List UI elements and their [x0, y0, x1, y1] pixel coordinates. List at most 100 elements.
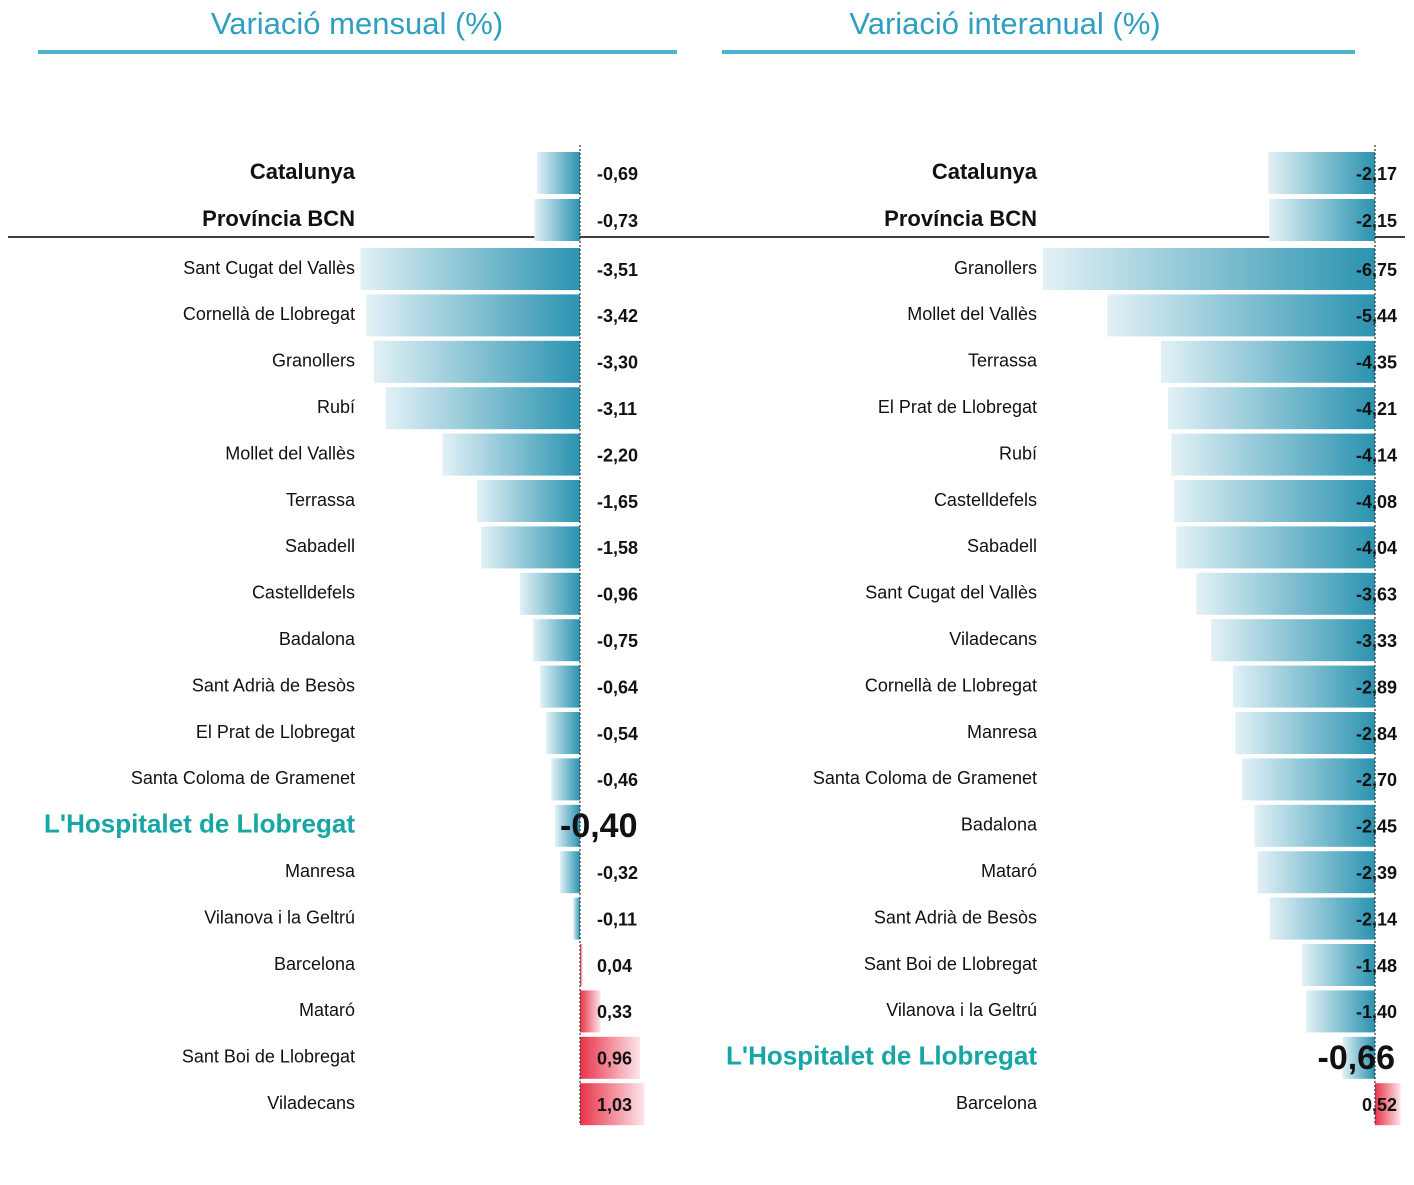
category-label: Barcelona: [956, 1093, 1038, 1113]
category-label: Mollet del Vallès: [907, 304, 1037, 324]
category-label: Sant Adrià de Besòs: [874, 907, 1037, 927]
category-label: Cornellà de Llobregat: [183, 304, 355, 324]
value-label: -0,66: [1318, 1039, 1396, 1077]
bar: [1269, 199, 1375, 241]
value-label: -2,70: [1356, 770, 1397, 790]
bar: [551, 758, 580, 801]
value-label: 1,03: [597, 1095, 632, 1115]
value-label: -3,33: [1356, 631, 1397, 651]
bar: [481, 526, 580, 569]
bar: [1176, 526, 1375, 569]
value-label: -1,65: [597, 492, 638, 512]
bar: [580, 1036, 640, 1079]
category-label: Catalunya: [250, 159, 356, 184]
value-label: -2,45: [1356, 817, 1397, 837]
bar: [580, 990, 601, 1033]
bar: [1196, 572, 1375, 615]
bar: [1235, 712, 1375, 754]
bar: [1107, 294, 1375, 337]
value-label: -1,48: [1356, 956, 1397, 976]
bar: [360, 248, 580, 290]
bar: [533, 619, 580, 662]
category-label: Vilanova i la Geltrú: [886, 1000, 1037, 1020]
value-label: -0,69: [597, 164, 638, 184]
category-label: Granollers: [954, 258, 1037, 278]
bar: [1242, 758, 1375, 801]
bar: [442, 433, 580, 476]
category-label: Rubí: [317, 397, 355, 417]
value-label: 0,33: [597, 1002, 632, 1022]
category-label: Badalona: [961, 815, 1038, 835]
category-label: Sant Boi de Llobregat: [182, 1047, 355, 1067]
value-label: -0,75: [597, 631, 638, 651]
bar: [540, 665, 580, 708]
value-label: -0,54: [597, 724, 638, 744]
value-label: -6,75: [1356, 260, 1397, 280]
value-label: -2,15: [1356, 211, 1397, 231]
bar: [1211, 619, 1375, 662]
bar: [476, 480, 580, 522]
value-label: -2,39: [1356, 863, 1397, 883]
bar: [1254, 804, 1375, 847]
bar: [1268, 152, 1375, 194]
category-label: Mollet del Vallès: [225, 443, 355, 463]
bar: [366, 294, 580, 337]
bar: [1171, 433, 1375, 476]
panel-title: Variació interanual (%): [849, 6, 1160, 41]
bar: [1302, 944, 1375, 986]
value-label: -0,40: [560, 807, 638, 845]
value-label: -5,44: [1356, 306, 1397, 326]
bar: [546, 712, 580, 754]
category-label: L'Hospitalet de Llobregat: [726, 1041, 1037, 1071]
category-label: Granollers: [272, 351, 355, 371]
category-label: Província BCN: [202, 206, 355, 231]
category-label: Mataró: [299, 1000, 355, 1020]
category-label: Catalunya: [932, 159, 1038, 184]
bar: [1257, 851, 1375, 894]
bar: [555, 804, 580, 847]
value-label: -1,58: [597, 538, 638, 558]
category-label: Sant Boi de Llobregat: [864, 954, 1037, 974]
category-label: El Prat de Llobregat: [878, 397, 1037, 417]
bar: [1042, 248, 1375, 290]
bar: [373, 340, 580, 383]
value-label: -3,51: [597, 260, 638, 280]
bar: [1375, 1083, 1401, 1126]
value-label: -0,64: [597, 677, 638, 697]
category-label: Manresa: [285, 861, 356, 881]
category-label: Badalona: [279, 629, 356, 649]
bar: [1306, 990, 1375, 1033]
category-label: Sabadell: [285, 536, 355, 556]
value-label: -4,35: [1356, 353, 1397, 373]
value-label: -2,14: [1356, 909, 1397, 929]
value-label: -3,63: [1356, 585, 1397, 605]
category-label: Terrassa: [286, 490, 356, 510]
category-label: Terrassa: [968, 351, 1038, 371]
value-label: -3,11: [597, 399, 637, 419]
value-label: 0,96: [597, 1049, 632, 1069]
category-label: Vilanova i la Geltrú: [204, 907, 355, 927]
value-label: -2,20: [597, 445, 638, 465]
value-label: -0,46: [597, 770, 638, 790]
value-label: -0,11: [597, 909, 637, 929]
category-label: Santa Coloma de Gramenet: [813, 768, 1037, 788]
bar: [580, 1083, 645, 1126]
bar: [1269, 897, 1375, 940]
bar: [1342, 1036, 1375, 1079]
bar: [580, 944, 583, 986]
panel-title: Variació mensual (%): [211, 6, 503, 41]
value-label: 0,04: [597, 956, 632, 976]
category-label: El Prat de Llobregat: [196, 722, 355, 742]
value-label: -4,04: [1356, 538, 1397, 558]
value-label: -4,08: [1356, 492, 1397, 512]
category-label: Manresa: [967, 722, 1038, 742]
category-label: Castelldefels: [934, 490, 1037, 510]
bar: [1167, 387, 1375, 430]
value-label: -4,21: [1356, 399, 1397, 419]
bar: [534, 199, 580, 241]
category-label: Mataró: [981, 861, 1037, 881]
value-label: -3,42: [597, 306, 638, 326]
value-label: -2,84: [1356, 724, 1397, 744]
value-label: -1,40: [1356, 1002, 1397, 1022]
